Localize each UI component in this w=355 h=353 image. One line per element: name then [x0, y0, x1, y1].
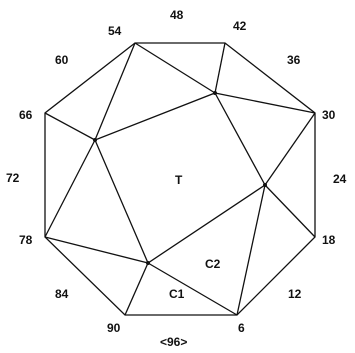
region-label-c2: C2 — [205, 257, 221, 271]
label-6: 6 — [238, 321, 245, 335]
label-48: 48 — [170, 8, 184, 22]
edge-78-to-c — [44, 236, 149, 264]
edge-18-to-b — [264, 184, 316, 238]
vertex-dot-right — [263, 183, 267, 187]
label-84: 84 — [55, 287, 69, 301]
label-72: 72 — [6, 171, 20, 185]
edge-30-to-a — [214, 92, 316, 114]
edge-6-to-c — [147, 262, 238, 316]
label-90: 90 — [107, 321, 121, 335]
label-42: 42 — [233, 19, 247, 33]
label-18: 18 — [322, 233, 336, 247]
edge-54-to-a — [134, 42, 216, 94]
label-78: 78 — [19, 233, 33, 247]
edge-78-to-d — [44, 139, 96, 238]
edge-6-to-b — [236, 184, 266, 316]
label-24: 24 — [333, 172, 347, 186]
label-66: 66 — [19, 108, 33, 122]
label-96: <96> — [160, 335, 187, 349]
vertex-dot-top — [213, 91, 217, 95]
edge-30-to-b — [264, 112, 316, 186]
edge-66-to-d — [44, 112, 96, 141]
label-12: 12 — [288, 287, 302, 301]
region-label-c1: C1 — [169, 287, 185, 301]
label-30: 30 — [322, 108, 336, 122]
label-60: 60 — [55, 53, 69, 67]
region-label-t: T — [175, 173, 183, 187]
edge-54-to-d — [94, 42, 136, 141]
vertex-dot-bottom — [146, 261, 150, 265]
vertex-dot-left — [93, 138, 97, 142]
label-36: 36 — [287, 53, 301, 67]
edge-42-to-a — [214, 42, 226, 94]
edge-90-to-c — [124, 262, 149, 316]
label-54: 54 — [108, 24, 122, 38]
